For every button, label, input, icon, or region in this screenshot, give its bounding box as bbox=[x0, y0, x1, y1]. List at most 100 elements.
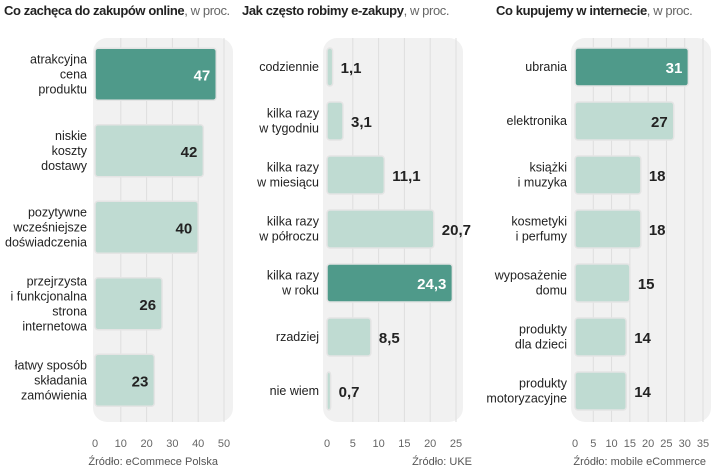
source-note: Źródło: UKE bbox=[412, 455, 472, 468]
value-label: 18 bbox=[649, 222, 666, 239]
category-label: rzadziej bbox=[276, 330, 319, 344]
category-label: pozytywne bbox=[28, 205, 87, 219]
x-tick-label: 40 bbox=[192, 438, 204, 450]
category-label: w tygodniu bbox=[258, 122, 319, 136]
bar bbox=[574, 263, 631, 303]
value-label: 8,5 bbox=[379, 330, 400, 347]
bar bbox=[574, 209, 642, 249]
x-tick-label: 0 bbox=[572, 438, 578, 450]
category-label: w półroczu bbox=[258, 230, 319, 244]
value-label: 42 bbox=[181, 144, 198, 161]
x-tick-label: 0 bbox=[324, 438, 330, 450]
x-tick-label: 10 bbox=[605, 438, 617, 450]
category-label: kilka razy bbox=[267, 161, 320, 175]
category-label: kilka razy bbox=[267, 269, 320, 283]
value-label: 14 bbox=[634, 384, 651, 401]
value-label: 20,7 bbox=[442, 222, 471, 239]
category-label: internetowa bbox=[22, 319, 87, 333]
value-label: 11,1 bbox=[392, 168, 420, 185]
category-label: nie wiem bbox=[270, 384, 319, 398]
category-label: kilka razy bbox=[267, 215, 320, 229]
chart-title-3: Co kupujemy w internecie, w proc. bbox=[496, 3, 693, 18]
category-label: koszty bbox=[52, 144, 88, 158]
x-tick-label: 0 bbox=[92, 438, 98, 450]
category-label: wcześniejsze bbox=[12, 220, 87, 234]
bar bbox=[574, 47, 690, 87]
category-label: produktu bbox=[38, 82, 87, 96]
value-label: 3,1 bbox=[351, 114, 372, 131]
value-label: 14 bbox=[634, 330, 651, 347]
bar bbox=[574, 317, 627, 357]
category-label: produkty bbox=[519, 323, 568, 337]
value-label: 26 bbox=[139, 297, 156, 314]
value-label: 40 bbox=[176, 220, 193, 237]
bar bbox=[574, 371, 627, 411]
category-label: elektronika bbox=[507, 114, 567, 128]
x-tick-label: 5 bbox=[590, 438, 596, 450]
category-label: strona bbox=[52, 304, 87, 318]
x-tick-label: 30 bbox=[679, 438, 691, 450]
category-label: łatwy sposób bbox=[15, 358, 87, 372]
category-label: domu bbox=[536, 284, 567, 298]
x-tick-label: 30 bbox=[166, 438, 178, 450]
value-label: 47 bbox=[194, 67, 211, 84]
value-label: 31 bbox=[666, 60, 683, 77]
category-label: wyposażenie bbox=[494, 269, 567, 283]
x-tick-label: 10 bbox=[372, 438, 384, 450]
value-label: 23 bbox=[132, 373, 149, 390]
category-label: atrakcyjna bbox=[30, 52, 87, 66]
value-label: 0,7 bbox=[339, 384, 360, 401]
x-tick-label: 25 bbox=[660, 438, 672, 450]
x-tick-label: 20 bbox=[642, 438, 654, 450]
x-tick-label: 20 bbox=[424, 438, 436, 450]
bar bbox=[94, 47, 218, 101]
category-label: motoryzacyjne bbox=[486, 392, 567, 406]
x-tick-label: 50 bbox=[218, 438, 230, 450]
category-label: składania bbox=[34, 373, 87, 387]
bar bbox=[326, 101, 344, 141]
x-tick-label: 25 bbox=[450, 438, 462, 450]
category-label: dostawy bbox=[41, 159, 88, 173]
bar bbox=[94, 353, 156, 407]
category-label: zamówienia bbox=[21, 388, 87, 402]
category-label: niskie bbox=[55, 129, 87, 143]
x-tick-label: 5 bbox=[350, 438, 356, 450]
category-label: kosmetyki bbox=[511, 215, 567, 229]
bar bbox=[326, 47, 334, 87]
x-tick-label: 20 bbox=[140, 438, 152, 450]
category-label: ubrania bbox=[525, 60, 567, 74]
value-label: 27 bbox=[651, 114, 668, 131]
value-label: 18 bbox=[649, 168, 666, 185]
bar bbox=[94, 200, 199, 254]
category-label: codziennie bbox=[259, 60, 319, 74]
category-label: i funkcjonalna bbox=[11, 289, 87, 303]
category-label: w roku bbox=[281, 284, 319, 298]
x-tick-label: 15 bbox=[624, 438, 636, 450]
category-label: doświadczenia bbox=[5, 235, 87, 249]
category-label: cena bbox=[60, 67, 87, 81]
category-label: dla dzieci bbox=[515, 338, 567, 352]
bar bbox=[574, 101, 675, 141]
bar bbox=[94, 124, 205, 178]
category-label: przejrzysta bbox=[27, 274, 87, 288]
bar bbox=[326, 155, 386, 195]
chart-title-2: Jak często robimy e-zakupy, w proc. bbox=[242, 3, 450, 18]
bar bbox=[326, 263, 454, 303]
source-note: Źródło: eCommece Polska bbox=[88, 455, 218, 468]
value-label: 24,3 bbox=[417, 276, 446, 293]
x-tick-label: 10 bbox=[115, 438, 127, 450]
value-label: 1,1 bbox=[341, 60, 362, 77]
bar bbox=[94, 277, 163, 331]
x-tick-label: 35 bbox=[697, 438, 709, 450]
bar bbox=[574, 155, 642, 195]
bar bbox=[326, 371, 332, 411]
chart-title-1: Co zachęca do zakupów online, w proc. bbox=[4, 3, 230, 18]
category-label: w miesiącu bbox=[256, 176, 319, 190]
bar bbox=[326, 317, 372, 357]
category-label: kilka razy bbox=[267, 107, 320, 121]
x-tick-label: 15 bbox=[398, 438, 410, 450]
category-label: i muzyka bbox=[518, 176, 567, 190]
value-label: 15 bbox=[638, 276, 655, 293]
category-label: książki bbox=[529, 161, 567, 175]
